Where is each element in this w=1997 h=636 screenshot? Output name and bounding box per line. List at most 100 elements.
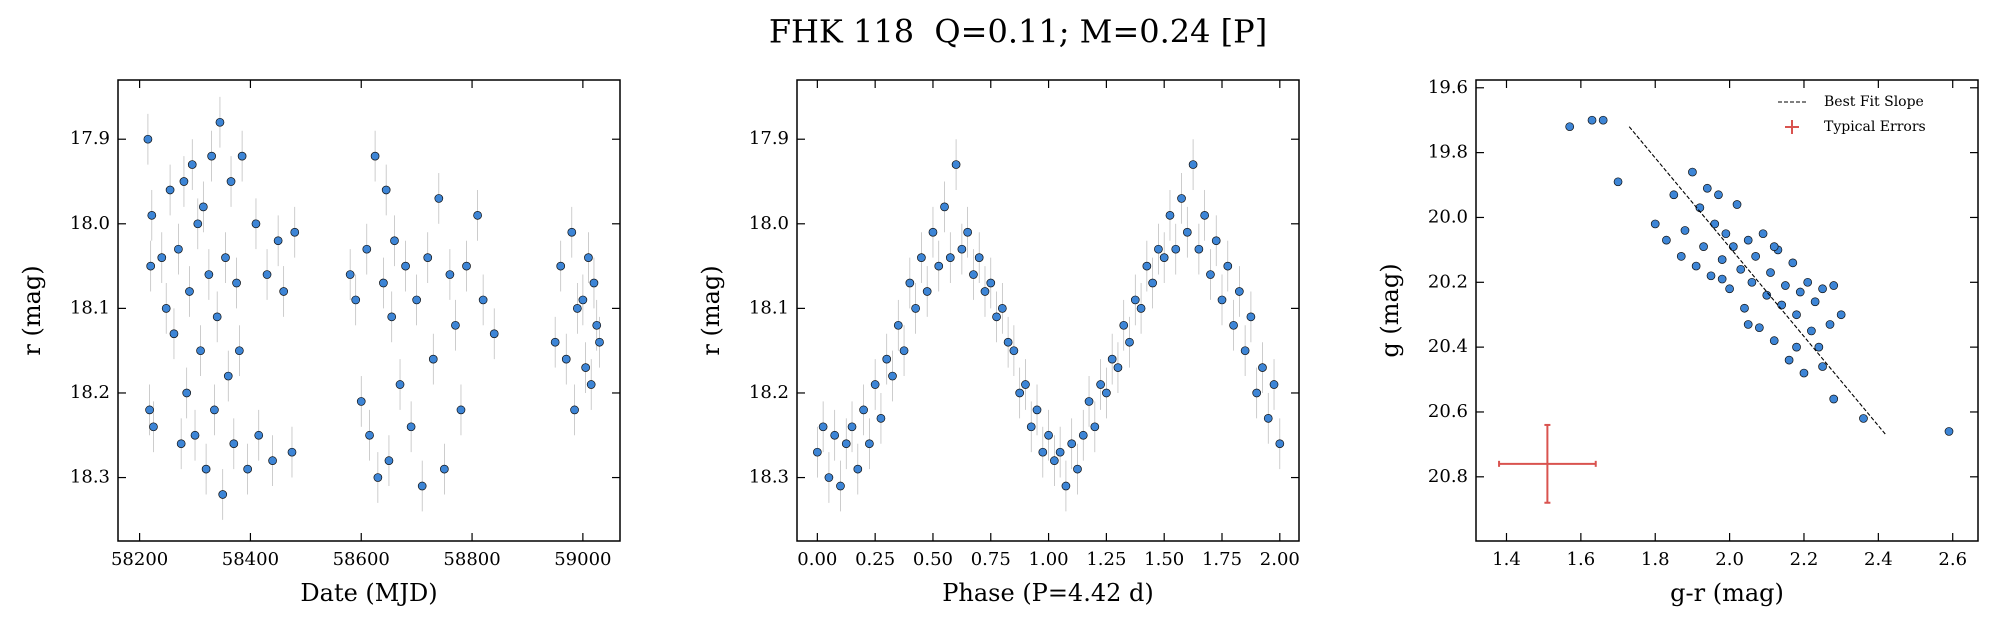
data-point: [824, 473, 834, 482]
y-axis-label: g (mag): [1376, 263, 1404, 357]
data-point: [1769, 242, 1779, 251]
data-point: [456, 405, 466, 415]
data-point: [905, 278, 915, 288]
data-point: [1732, 200, 1742, 209]
y-tick-label: 19.6: [1428, 77, 1468, 98]
data-point: [190, 430, 200, 440]
data-point: [1766, 268, 1775, 277]
data-point: [232, 278, 241, 288]
data-point: [1669, 190, 1679, 200]
data-point: [1717, 255, 1727, 264]
data-point: [1061, 481, 1071, 491]
data-point: [1217, 295, 1227, 305]
y-tick-label: 17.9: [749, 128, 789, 149]
data-point: [143, 134, 153, 144]
data-point: [1784, 355, 1794, 365]
data-point: [1003, 337, 1013, 347]
y-tick-label: 18.2: [749, 382, 789, 403]
data-point: [550, 337, 560, 347]
data-point: [1096, 380, 1105, 389]
data-point: [1587, 115, 1597, 125]
x-tick-label: 0.50: [913, 549, 953, 570]
data-point: [445, 270, 455, 279]
data-point: [1721, 229, 1731, 239]
y-tick-label: 18.1: [70, 297, 110, 318]
data-point: [434, 194, 444, 203]
y-axis-label: r (mag): [697, 265, 725, 355]
data-point: [917, 253, 926, 262]
data-point: [212, 312, 222, 322]
data-point: [1073, 464, 1082, 474]
data-point: [1825, 320, 1835, 329]
data-point: [1818, 362, 1827, 371]
data-point: [1194, 244, 1204, 254]
data-point: [226, 177, 236, 186]
data-point: [207, 151, 216, 161]
y-tick-label: 18.3: [70, 467, 110, 488]
data-point: [478, 295, 488, 305]
data-point: [911, 304, 920, 313]
data-point: [1125, 337, 1134, 347]
data-point: [351, 295, 361, 305]
data-point: [254, 430, 264, 440]
data-point: [578, 295, 588, 305]
data-point: [229, 439, 239, 449]
x-tick-label: 0.00: [797, 549, 837, 570]
data-point: [997, 304, 1007, 313]
data-point: [1728, 242, 1738, 251]
data-point: [161, 304, 171, 313]
data-point: [1613, 177, 1623, 187]
data-point: [196, 346, 205, 356]
data-point: [1699, 242, 1708, 251]
x-tick-label: 58400: [222, 549, 279, 570]
data-point: [1751, 252, 1760, 261]
data-point: [1676, 252, 1686, 261]
data-point: [395, 380, 405, 389]
data-point: [581, 363, 590, 372]
data-point: [193, 219, 203, 229]
x-tick-label: 2.0: [1715, 549, 1744, 570]
data-point: [243, 464, 253, 474]
x-tick-label: 1.00: [1029, 549, 1069, 570]
data-point: [215, 117, 225, 127]
data-point: [980, 287, 990, 296]
data-point: [876, 413, 886, 423]
data-point: [974, 253, 984, 262]
panel: 58200 58400 58600 58800 59000 17.9 18.0 18.1 18.…: [18, 79, 621, 607]
data-point: [986, 278, 996, 288]
data-point: [888, 371, 897, 381]
data-point: [1067, 439, 1077, 449]
data-point: [1769, 336, 1779, 345]
y-tick-label: 18.0: [749, 213, 789, 234]
panel: 0.00 0.25 0.50 0.75 1.00 1.25 1.50 1.75 2.00 17.9…: [697, 79, 1300, 607]
data-point: [1234, 287, 1244, 296]
data-point: [406, 422, 416, 432]
data-point: [210, 405, 219, 415]
data-point: [174, 244, 183, 254]
data-point: [365, 430, 374, 440]
data-point: [1818, 284, 1827, 294]
data-point: [221, 253, 230, 262]
x-axis-label: Date (MJD): [300, 579, 437, 607]
x-tick-label: 2.4: [1864, 549, 1893, 570]
x-tick-label: 59000: [554, 549, 611, 570]
data-point: [1211, 236, 1221, 246]
data-point: [928, 227, 938, 237]
data-point: [1044, 430, 1053, 440]
x-axis-label: Phase (P=4.42 d): [942, 579, 1153, 607]
data-point: [373, 473, 383, 482]
data-point: [957, 244, 967, 254]
x-tick-label: 1.75: [1202, 549, 1242, 570]
data-point: [1102, 388, 1111, 398]
data-point: [841, 439, 851, 449]
data-point: [1240, 346, 1250, 356]
data-point: [1154, 244, 1163, 254]
data-point: [865, 439, 874, 449]
data-point: [204, 270, 214, 279]
x-tick-label: 1.8: [1641, 549, 1670, 570]
data-point: [201, 464, 211, 474]
x-tick-label: 1.4: [1492, 549, 1521, 570]
data-point: [922, 287, 932, 296]
x-tick-label: 2.00: [1260, 549, 1300, 570]
